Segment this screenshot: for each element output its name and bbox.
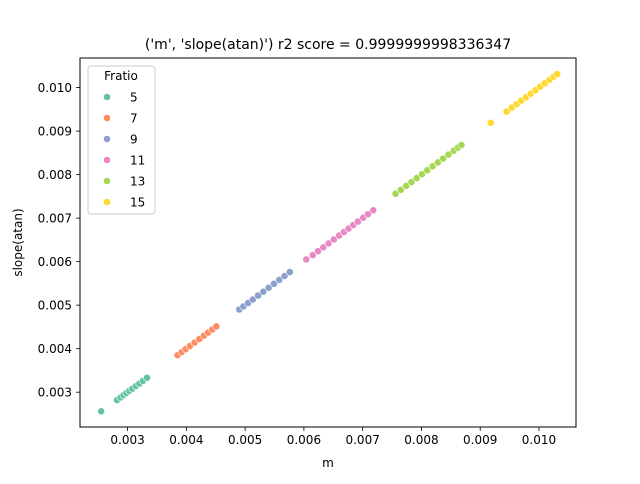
data-point	[433, 158, 442, 167]
legend-marker	[103, 177, 111, 185]
data-point	[308, 251, 317, 260]
data-point	[354, 217, 362, 226]
legend-marker	[103, 156, 111, 164]
legend-label: 15	[130, 195, 145, 209]
data-point	[302, 255, 311, 264]
y-tick-label: 0.005	[38, 298, 72, 312]
data-points	[97, 70, 562, 416]
data-point	[143, 373, 151, 382]
y-tick-label: 0.010	[38, 81, 72, 95]
data-point	[324, 239, 333, 248]
x-tick-label: 0.004	[169, 433, 203, 447]
x-axis-label: m	[322, 456, 334, 470]
x-tick-label: 0.006	[287, 433, 321, 447]
x-tick-label: 0.009	[463, 433, 497, 447]
data-point	[264, 283, 273, 292]
legend-label: 13	[130, 174, 145, 188]
x-axis: 0.003 0.004 0.005 0.006 0.007 0.008 0.009 0.010	[110, 427, 556, 447]
plot-frame	[79, 57, 577, 428]
data-point	[319, 243, 328, 252]
legend-marker	[103, 135, 111, 143]
x-tick-label: 0.005	[228, 433, 262, 447]
legend-box	[87, 65, 156, 215]
legend: Fratio 5 7 9 11 13 15	[87, 65, 156, 215]
data-point	[553, 70, 562, 78]
legend-marker	[103, 114, 111, 122]
legend-label: 7	[130, 111, 138, 125]
data-point	[418, 170, 426, 179]
data-point	[407, 178, 416, 186]
data-point	[502, 107, 511, 116]
y-tick-label: 0.007	[38, 211, 72, 225]
data-point	[270, 279, 278, 288]
data-point	[444, 150, 453, 159]
y-axis-label: slope(atan)	[11, 208, 25, 276]
x-tick-label: 0.010	[522, 433, 556, 447]
x-tick-label: 0.003	[110, 433, 144, 447]
data-point	[285, 268, 294, 276]
data-point	[423, 166, 432, 175]
data-point	[396, 185, 405, 194]
y-axis: 0.003 0.004 0.005 0.006 0.007 0.008 0.009 0.010	[38, 81, 80, 399]
data-point	[486, 118, 495, 127]
legend-title: Fratio	[104, 69, 138, 83]
data-point	[391, 189, 400, 198]
y-tick-label: 0.008	[38, 168, 72, 182]
data-point	[212, 322, 221, 331]
legend-marker	[103, 93, 111, 101]
data-point	[369, 206, 378, 215]
y-tick-label: 0.003	[38, 385, 72, 399]
data-point	[329, 235, 338, 244]
x-tick-label: 0.007	[345, 433, 379, 447]
data-point	[439, 154, 448, 163]
data-point	[412, 174, 421, 182]
y-tick-label: 0.006	[38, 255, 72, 269]
data-point	[364, 210, 372, 219]
data-point	[314, 247, 322, 256]
data-point	[248, 295, 257, 304]
x-tick-label: 0.008	[404, 433, 438, 447]
data-point	[402, 182, 411, 190]
data-point	[97, 407, 106, 416]
data-point	[428, 162, 437, 171]
y-tick-label: 0.009	[38, 124, 72, 138]
chart-title: ('m', 'slope(atan)') r2 score = 0.999999…	[145, 37, 511, 53]
legend-label: 5	[130, 90, 138, 104]
data-point	[254, 291, 262, 300]
legend-label: 9	[130, 132, 138, 146]
data-point	[275, 276, 284, 284]
data-point	[280, 272, 289, 280]
y-tick-label: 0.004	[38, 342, 72, 356]
legend-label: 11	[130, 153, 145, 167]
data-point	[259, 287, 268, 296]
data-point	[457, 141, 466, 149]
legend-marker	[103, 198, 111, 206]
